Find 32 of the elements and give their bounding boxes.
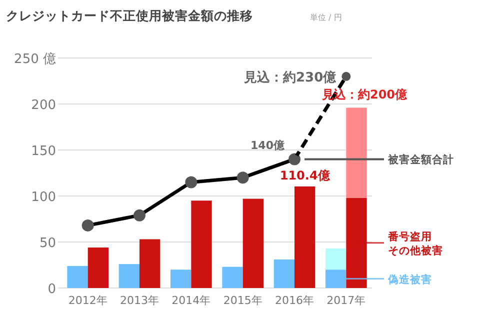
bar xyxy=(140,239,160,288)
bar xyxy=(67,266,88,288)
bar xyxy=(326,248,346,270)
x-tick-label: 2012年 xyxy=(68,294,108,307)
y-tick-label: 150 xyxy=(31,144,56,159)
bar xyxy=(88,248,108,288)
bar xyxy=(118,264,140,288)
bar xyxy=(242,198,264,288)
bar xyxy=(294,186,316,288)
x-tick-label: 2013年 xyxy=(120,294,159,307)
x-tick-label: 2017年 xyxy=(326,294,366,307)
y-tick-label: 50 xyxy=(39,236,56,251)
chart-title: クレジットカード不正使用被害金額の推移 xyxy=(6,8,253,23)
bar xyxy=(274,259,294,288)
bar xyxy=(222,266,243,288)
y-tick-label: 100 xyxy=(31,190,56,205)
bar xyxy=(170,270,192,288)
data-label: 見込：約230億 xyxy=(243,69,338,86)
chart-subtitle: 単位 / 円 xyxy=(310,13,342,22)
x-tick-label: 2015年 xyxy=(223,294,262,307)
bar xyxy=(191,200,212,288)
legend-label: 番号盗用その他被害 xyxy=(387,230,443,257)
y-tick-label: 200 xyxy=(31,98,56,113)
legend-label: 偽造被害 xyxy=(387,272,432,286)
data-label: 140億 xyxy=(250,139,286,152)
bar xyxy=(346,108,367,198)
x-tick-label: 2014年 xyxy=(172,294,211,307)
y-tick-label: 250 億 xyxy=(14,52,56,67)
text: 被害金額合計 xyxy=(387,153,454,166)
data-label: 110.4億 xyxy=(280,168,331,182)
y-tick-label: 0 xyxy=(48,282,56,297)
x-tick-label: 2016年 xyxy=(275,294,314,307)
